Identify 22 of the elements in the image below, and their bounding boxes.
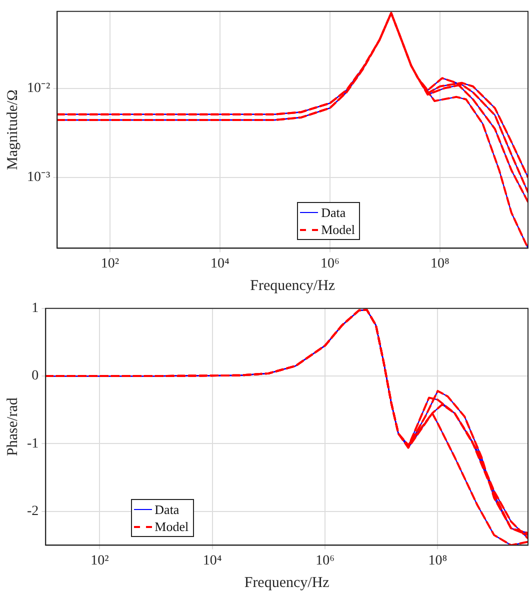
y-axis-title: Magnitude/Ω	[4, 90, 21, 170]
y-tick-label: -1	[26, 436, 39, 452]
y-tick-label: 0	[32, 368, 39, 384]
y-tick-label: 1	[32, 301, 39, 316]
legend-label: Data	[154, 501, 180, 518]
x-tick-label: 10⁴	[202, 553, 222, 568]
legend-label: Model	[321, 221, 356, 238]
x-tick-label: 10⁴	[210, 256, 230, 272]
x-tick-label: 10⁶	[316, 553, 335, 568]
y-tick-label: 10⁻²	[26, 80, 50, 96]
x-tick-label: 10²	[100, 256, 120, 272]
y-tick-label: 10⁻³	[26, 170, 50, 185]
x-axis-title: Frequency/Hz	[244, 574, 330, 591]
x-tick-label: 10⁸	[428, 553, 448, 568]
legend-label: Model	[154, 518, 189, 536]
legend-label: Data	[321, 204, 346, 222]
x-tick-label: 10⁶	[320, 256, 340, 272]
y-tick-label: -2	[26, 504, 39, 520]
x-tick-label: 10²	[90, 553, 109, 568]
x-axis-title: Frequency/Hz	[250, 278, 336, 294]
x-tick-label: 10⁸	[430, 256, 450, 272]
y-axis-title: Phase/rad	[4, 397, 21, 456]
